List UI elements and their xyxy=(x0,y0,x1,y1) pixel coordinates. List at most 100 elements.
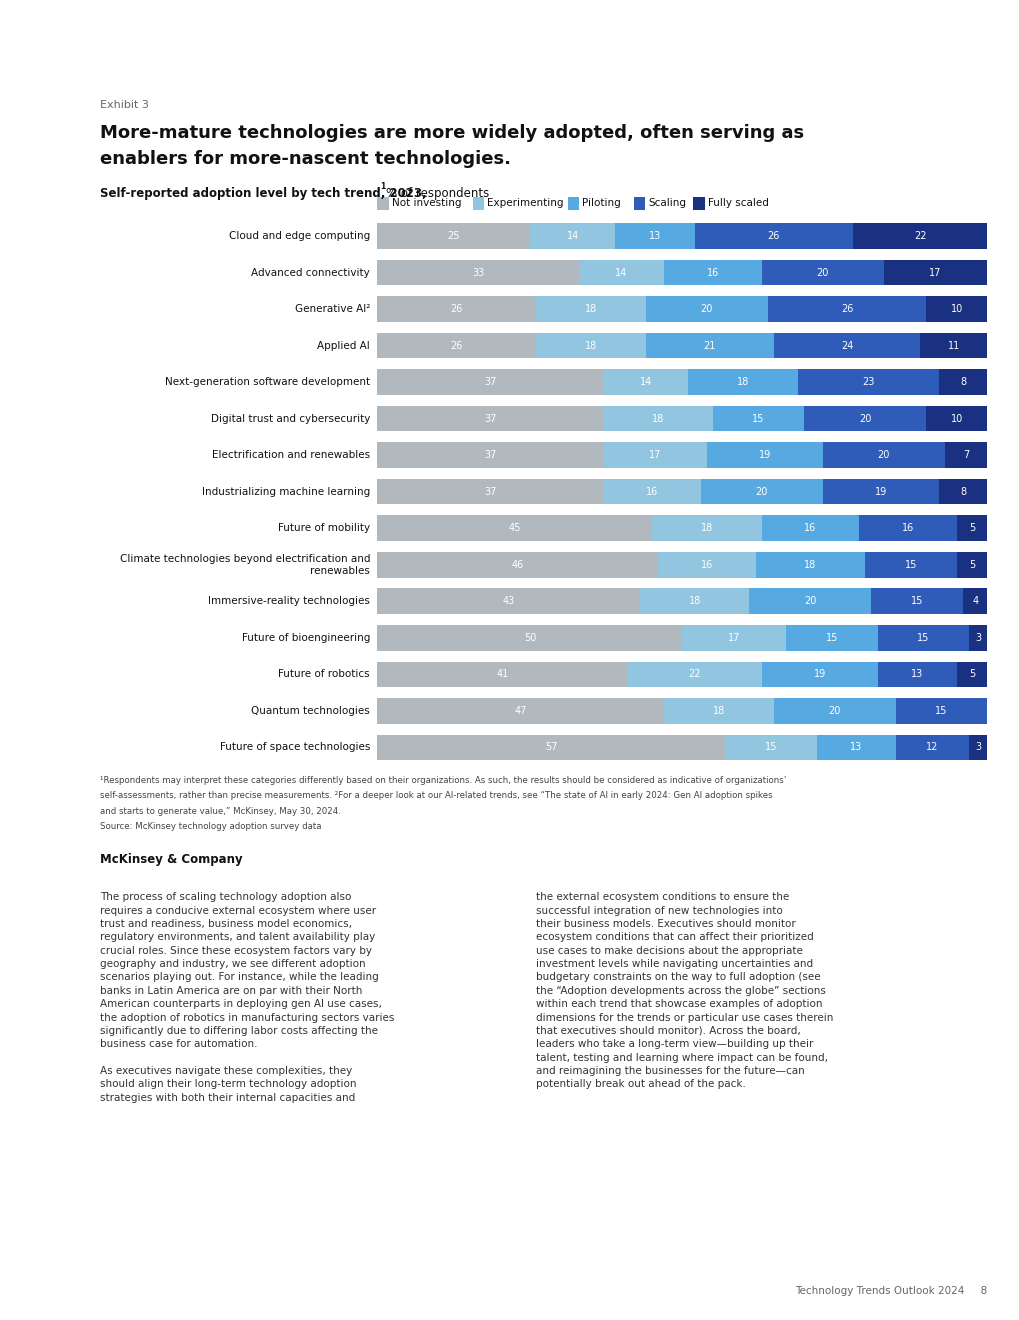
Bar xyxy=(761,661,876,688)
Bar xyxy=(377,479,602,504)
Text: 5: 5 xyxy=(968,523,974,533)
Text: 15: 15 xyxy=(910,597,922,606)
Bar xyxy=(858,515,956,541)
Text: enablers for more-nascent technologies.: enablers for more-nascent technologies. xyxy=(100,150,511,169)
Text: Fully scaled: Fully scaled xyxy=(707,198,767,209)
Bar xyxy=(761,260,882,285)
Text: 18: 18 xyxy=(700,523,712,533)
Text: 37: 37 xyxy=(484,487,496,496)
Bar xyxy=(602,442,706,469)
Bar xyxy=(925,405,986,432)
Bar xyxy=(602,479,700,504)
Text: 15: 15 xyxy=(824,632,838,643)
Text: Exhibit 3: Exhibit 3 xyxy=(100,100,149,111)
Text: 15: 15 xyxy=(934,706,947,715)
Text: 22: 22 xyxy=(688,669,700,680)
Bar xyxy=(535,333,645,359)
Bar xyxy=(377,405,602,432)
Text: Quantum technologies: Quantum technologies xyxy=(251,706,370,715)
Text: 11: 11 xyxy=(947,341,959,351)
Text: 41: 41 xyxy=(496,669,508,680)
Bar xyxy=(816,734,895,760)
Text: 43: 43 xyxy=(502,597,515,606)
Text: 19: 19 xyxy=(758,450,770,461)
Text: 14: 14 xyxy=(566,231,578,242)
Bar xyxy=(962,589,986,614)
Bar xyxy=(937,370,986,395)
Text: Advanced connectivity: Advanced connectivity xyxy=(251,268,370,277)
Bar xyxy=(798,370,937,395)
Text: 16: 16 xyxy=(804,523,816,533)
Text: Not investing: Not investing xyxy=(391,198,461,209)
Text: Applied AI: Applied AI xyxy=(317,341,370,351)
Bar xyxy=(786,624,876,651)
Bar xyxy=(864,552,956,578)
Text: 25: 25 xyxy=(447,231,460,242)
Bar xyxy=(377,698,663,723)
Text: 3: 3 xyxy=(974,742,980,752)
Text: 19: 19 xyxy=(873,487,886,496)
Text: 37: 37 xyxy=(484,413,496,424)
Bar xyxy=(956,515,986,541)
Text: 17: 17 xyxy=(728,632,740,643)
Text: 14: 14 xyxy=(614,268,627,277)
Text: 50: 50 xyxy=(523,632,536,643)
Text: 15: 15 xyxy=(752,413,764,424)
Text: 15: 15 xyxy=(916,632,928,643)
Text: 17: 17 xyxy=(648,450,660,461)
Text: 18: 18 xyxy=(688,597,700,606)
Text: 22: 22 xyxy=(913,231,925,242)
Bar xyxy=(895,698,986,723)
Bar xyxy=(530,223,614,249)
Text: 37: 37 xyxy=(484,378,496,387)
Bar xyxy=(377,515,651,541)
Bar xyxy=(767,296,925,322)
Text: 18: 18 xyxy=(584,304,596,314)
Text: Next-generation software development: Next-generation software development xyxy=(165,378,370,387)
Text: 18: 18 xyxy=(737,378,749,387)
Bar xyxy=(919,333,986,359)
Bar xyxy=(377,223,530,249)
Text: self-assessments, rather than precise measurements. ²For a deeper look at our AI: self-assessments, rather than precise me… xyxy=(100,792,771,800)
Text: 18: 18 xyxy=(584,341,596,351)
Bar xyxy=(663,698,773,723)
Text: 57: 57 xyxy=(544,742,557,752)
Text: Future of mobility: Future of mobility xyxy=(278,523,370,533)
Text: ¹Respondents may interpret these categories differently based on their organizat: ¹Respondents may interpret these categor… xyxy=(100,776,786,785)
Text: 16: 16 xyxy=(706,268,718,277)
Bar xyxy=(377,661,627,688)
Bar xyxy=(895,734,968,760)
Text: Future of robotics: Future of robotics xyxy=(278,669,370,680)
Text: 8: 8 xyxy=(959,487,965,496)
Bar xyxy=(804,405,925,432)
Text: 13: 13 xyxy=(910,669,922,680)
Bar xyxy=(602,405,712,432)
Text: Immersive-reality technologies: Immersive-reality technologies xyxy=(208,597,370,606)
Bar xyxy=(578,260,663,285)
Bar xyxy=(822,479,937,504)
Text: 37: 37 xyxy=(484,450,496,461)
Text: Electrification and renewables: Electrification and renewables xyxy=(212,450,370,461)
Text: 20: 20 xyxy=(804,597,816,606)
Text: 20: 20 xyxy=(700,304,712,314)
Text: 47: 47 xyxy=(514,706,527,715)
Text: 13: 13 xyxy=(849,742,861,752)
Bar xyxy=(645,296,767,322)
Bar xyxy=(377,442,602,469)
Bar xyxy=(694,223,852,249)
Bar xyxy=(773,333,919,359)
Text: Cloud and edge computing: Cloud and edge computing xyxy=(228,231,370,242)
Bar xyxy=(614,223,694,249)
Text: Self-reported adoption level by tech trend, 2023,: Self-reported adoption level by tech tre… xyxy=(100,187,426,201)
Bar xyxy=(773,698,895,723)
Bar xyxy=(712,405,804,432)
Text: 18: 18 xyxy=(651,413,663,424)
Text: the external ecosystem conditions to ensure the
successful integration of new te: the external ecosystem conditions to ens… xyxy=(535,892,833,1089)
Text: 16: 16 xyxy=(645,487,657,496)
Text: 23: 23 xyxy=(861,378,873,387)
Bar xyxy=(377,624,682,651)
Text: 3: 3 xyxy=(974,632,980,643)
Text: 14: 14 xyxy=(639,378,651,387)
Text: and starts to generate value,” McKinsey, May 30, 2024.: and starts to generate value,” McKinsey,… xyxy=(100,807,340,816)
Bar xyxy=(882,260,986,285)
